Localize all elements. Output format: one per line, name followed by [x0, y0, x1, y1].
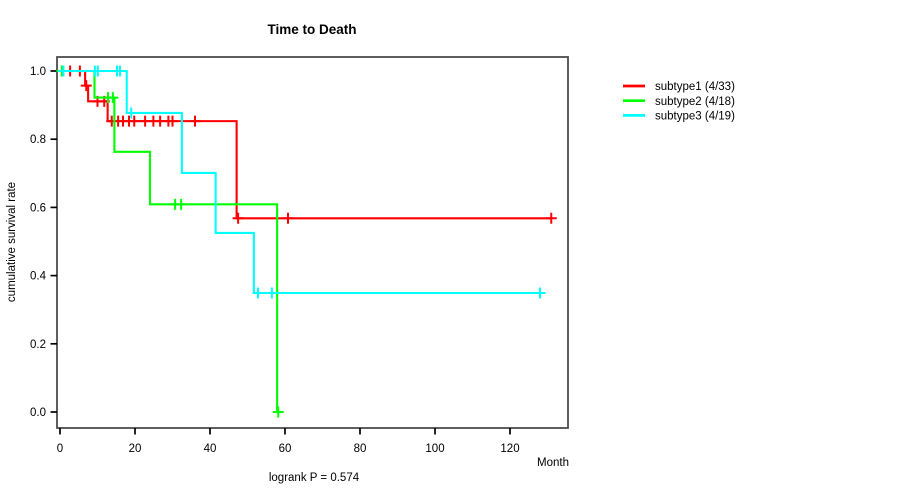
y-tick-label: 0.6: [30, 202, 46, 214]
legend-label: subtype2 (4/18): [655, 96, 735, 108]
censor-marks: [57, 65, 546, 299]
censor-marks: [56, 65, 284, 418]
x-tick-label: 40: [204, 443, 217, 455]
y-tick-label: 0.0: [30, 407, 46, 419]
y-tick-label: 0.2: [30, 339, 46, 351]
survival-series-3: [57, 65, 546, 299]
legend-item: subtype2 (4/18): [623, 96, 735, 108]
x-tick-label: 60: [279, 443, 292, 455]
x-tick-label: 0: [57, 443, 63, 455]
legend-label: subtype1 (4/33): [655, 81, 735, 93]
survival-curves-layer: [56, 65, 557, 418]
y-tick-label: 0.4: [30, 271, 47, 283]
legend-item: subtype1 (4/33): [623, 81, 735, 93]
plot-frame: [56, 56, 569, 429]
x-tick-label: 120: [500, 443, 519, 455]
y-axis-ticks: 0.0 0.2 0.4 0.6 0.8 1.0: [30, 66, 57, 419]
legend: subtype1 (4/33) subtype2 (4/18) subtype3 (…: [623, 81, 735, 123]
x-tick-label: 100: [425, 443, 444, 455]
censor-marks: [56, 65, 557, 224]
survival-curve: [60, 69, 279, 412]
logrank-annotation: logrank P = 0.574: [269, 472, 360, 484]
legend-item: subtype3 (4/19): [623, 111, 735, 123]
survival-series-2: [56, 65, 284, 418]
legend-label: subtype3 (4/19): [655, 111, 735, 123]
y-tick-label: 0.8: [30, 134, 46, 146]
survival-curve: [60, 69, 553, 220]
chart-title: Time to Death: [267, 22, 356, 37]
y-tick-label: 1.0: [30, 66, 46, 78]
y-axis-label: cumulative survival rate: [6, 182, 18, 302]
x-axis-ticks: 0 20 40 60 80 100 120: [57, 428, 520, 455]
x-tick-label: 80: [354, 443, 367, 455]
survival-series-1: [56, 65, 557, 224]
x-axis-label: Month: [537, 457, 569, 469]
x-tick-label: 20: [129, 443, 142, 455]
survival-curve: [60, 69, 542, 295]
